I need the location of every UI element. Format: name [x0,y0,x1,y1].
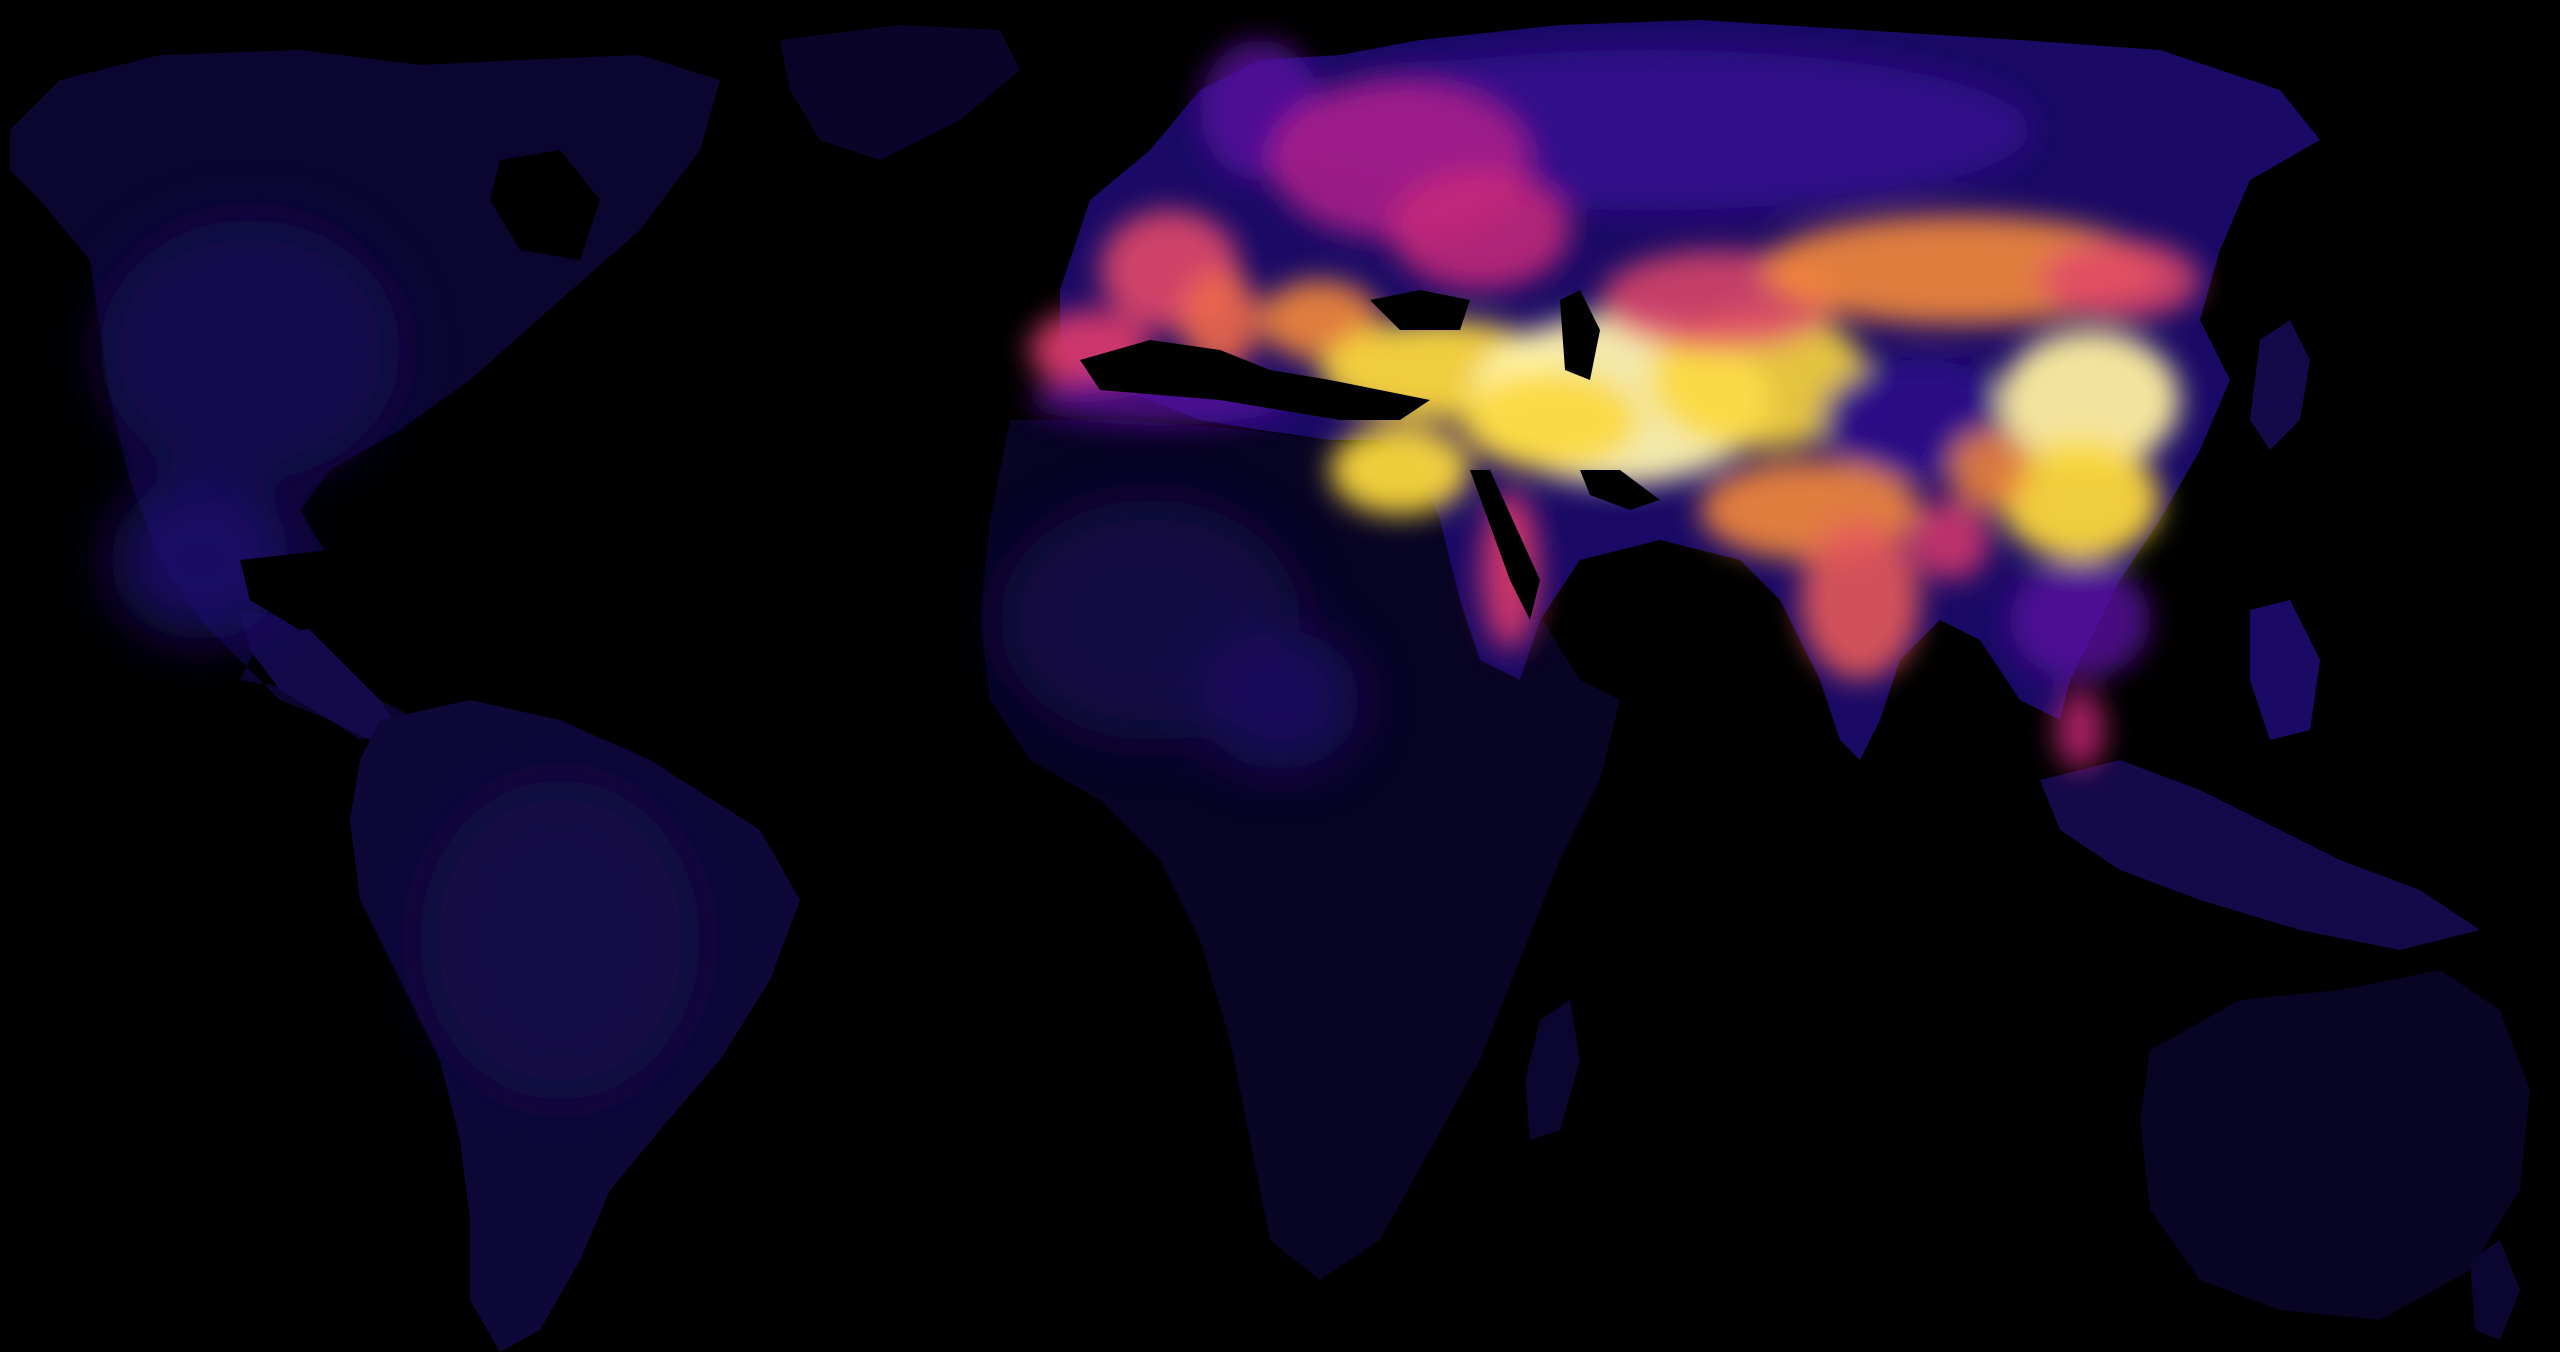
gulf-of-mexico [240,550,380,630]
heat-central-europe [1390,170,1570,290]
heat-indochina [2010,560,2150,680]
persian-gulf [1580,470,1660,510]
australia [2140,970,2530,1320]
heat-sichuan [1950,430,2030,510]
heat-mesopotamia [1460,370,1640,470]
heat-manchuria [2040,240,2200,320]
red-sea [1470,470,1540,620]
heat-india [1800,520,1920,680]
madagascar [1525,1000,1580,1140]
na-tone-2 [110,480,290,640]
hudson-bay [490,150,600,260]
japan [2250,320,2310,450]
heat-nile [1330,425,1470,515]
regional-tones [100,220,1360,1100]
sa-tone-1 [420,780,700,1100]
heat-italy [1180,270,1260,370]
philippines [2250,600,2320,740]
africa-tone-2 [1200,630,1360,770]
mediterranean-sea [1080,340,1430,420]
heat-bengal [1910,500,1990,580]
caspian-sea [1560,290,1600,380]
heat-north-china [2000,330,2180,470]
black-sea [1370,290,1470,330]
heat-south-china [2000,440,2160,560]
maritime-southeast-asia [2040,760,2480,950]
inland-seas [240,150,1660,630]
greenland [780,25,1020,160]
na-tone-1 [100,220,400,480]
central-america [240,610,400,740]
new-zealand [2470,1240,2520,1340]
heat-malay [2055,690,2105,770]
